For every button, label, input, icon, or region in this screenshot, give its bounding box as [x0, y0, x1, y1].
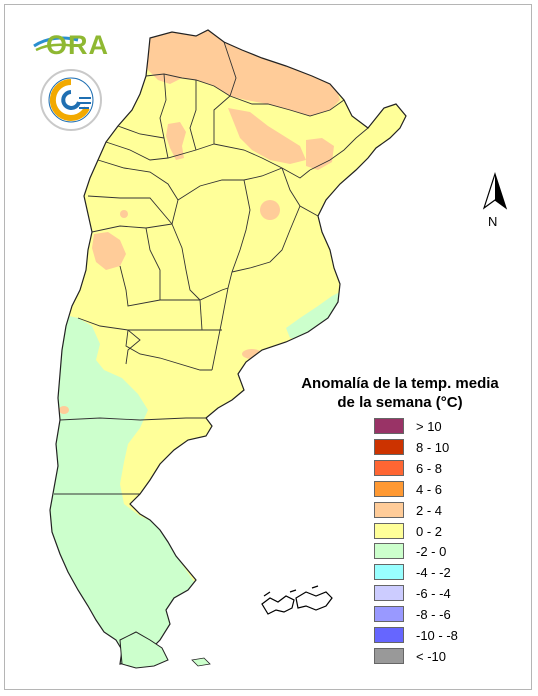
- north-label: N: [488, 214, 498, 229]
- legend-swatch: [374, 564, 404, 581]
- isla-de-los-estados: [191, 657, 211, 667]
- legend-item: 4 - 6: [374, 480, 514, 499]
- legend-item: 8 - 10: [374, 438, 514, 457]
- zone-warm-cuyo: [92, 232, 126, 270]
- legend-swatch: [374, 459, 404, 476]
- legend-label: -6 - -4: [416, 586, 451, 602]
- legend-swatch: [374, 522, 404, 539]
- zone-warm-north: [140, 30, 340, 116]
- zone-warm-tucuman: [166, 122, 186, 160]
- legend-label: 6 - 8: [416, 460, 443, 476]
- legend-label: 4 - 6: [416, 481, 443, 497]
- legend-item: 6 - 8: [374, 459, 514, 478]
- legend-swatch: [374, 647, 404, 664]
- legend-swatch: [374, 501, 404, 518]
- legend-item: -8 - -6: [374, 606, 514, 624]
- legend-item: < -10: [374, 647, 514, 666]
- legend-label: < -10: [416, 648, 446, 664]
- malvinas-islands: [261, 585, 333, 615]
- legend-item: -6 - -4: [374, 585, 514, 603]
- tierra-del-fuego: [119, 631, 169, 669]
- province-borders: [54, 41, 369, 495]
- legend-item: > 10: [374, 418, 514, 436]
- legend-label: -2 - 0: [416, 544, 447, 560]
- legend-swatch: [374, 627, 404, 643]
- zone-warm-spot-1: [120, 210, 128, 218]
- zone-warm-entrerios: [260, 200, 280, 220]
- legend-label: 0 - 2: [416, 523, 443, 539]
- legend-swatch: [374, 585, 404, 602]
- legend-swatch: [374, 438, 404, 455]
- legend-swatch: [374, 543, 404, 560]
- legend-item: -4 - -2: [374, 564, 514, 582]
- legend: Anomalía de la temp. media de la semana …: [290, 374, 510, 664]
- zone-warm-spot-3: [59, 406, 69, 414]
- legend-title-line1: Anomalía de la temp. media: [301, 375, 499, 392]
- ora-logo-icon: [33, 36, 79, 52]
- north-arrow-icon: [482, 172, 508, 210]
- legend-swatch: [374, 480, 404, 497]
- legend-label: -8 - -6: [416, 607, 451, 623]
- legend-title-line2: de la semana (°C): [337, 394, 463, 411]
- legend-item: 0 - 2: [374, 522, 514, 541]
- map-frame: [4, 4, 532, 690]
- legend-label: -4 - -2: [416, 565, 451, 581]
- legend-label: -10 - -8: [416, 628, 458, 643]
- ora-logo-text: ORA: [46, 30, 109, 60]
- legend-label: > 10: [416, 419, 442, 434]
- legend-label: 8 - 10: [416, 439, 450, 455]
- legend-swatch: [374, 606, 404, 623]
- smn-seal-icon: [40, 69, 102, 131]
- legend-item: 2 - 4: [374, 501, 514, 520]
- legend-label: 2 - 4: [416, 502, 443, 518]
- legend-item: -10 - -8: [374, 627, 514, 645]
- zone-warm-chaco: [228, 108, 306, 164]
- legend-item: -2 - 0: [374, 543, 514, 561]
- legend-swatch: [374, 418, 404, 434]
